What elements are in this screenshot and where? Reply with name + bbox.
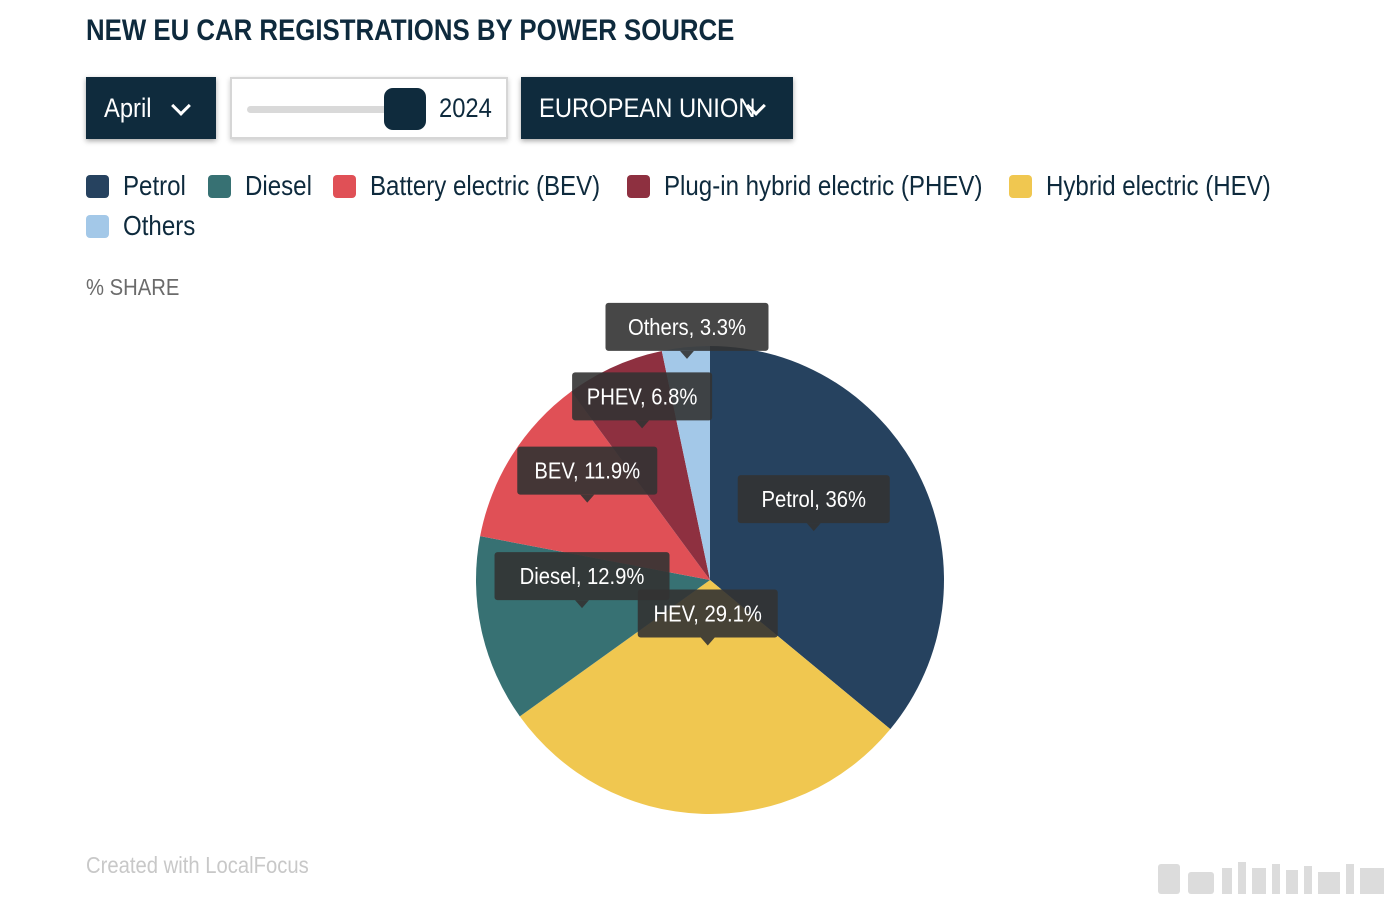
- data-label-phev: PHEV, 6.8%: [572, 372, 713, 429]
- legend-swatch: [627, 174, 650, 198]
- data-label-pointer: [580, 494, 595, 503]
- legend-swatch: [333, 174, 356, 198]
- data-label-diesel: Diesel, 12.9%: [494, 552, 670, 609]
- data-label-others: Others, 3.3%: [605, 302, 769, 359]
- unit-label: % SHARE: [86, 274, 180, 300]
- data-label-text: PHEV, 6.8%: [587, 383, 698, 410]
- data-label-box: [637, 589, 778, 638]
- localfocus-logo-icon: [1158, 862, 1384, 894]
- legend-label: Petrol: [123, 170, 186, 201]
- region-dropdown[interactable]: EUROPEAN UNION: [521, 77, 793, 139]
- year-slider[interactable]: 2024: [230, 77, 508, 139]
- data-label-text: Diesel, 12.9%: [520, 563, 645, 590]
- data-label-pointer: [635, 420, 650, 429]
- legend-label: Diesel: [245, 170, 312, 201]
- year-slider-thumb[interactable]: [384, 88, 426, 130]
- legend-swatch: [1009, 174, 1032, 198]
- legend-swatch: [86, 174, 109, 198]
- chart-title: NEW EU CAR REGISTRATIONS BY POWER SOURCE: [86, 14, 735, 47]
- data-label-box: [605, 302, 769, 351]
- credit-text: Created with LocalFocus: [86, 852, 309, 878]
- data-label-text: HEV, 29.1%: [654, 600, 762, 627]
- region-dropdown-label: EUROPEAN UNION: [539, 92, 756, 123]
- year-value: 2024: [439, 93, 492, 123]
- data-label-pointer: [679, 350, 694, 359]
- pie-slice-petrol[interactable]: [710, 346, 945, 730]
- legend-label: Hybrid electric (HEV): [1046, 170, 1271, 201]
- data-label-text: Others, 3.3%: [628, 314, 746, 341]
- data-label-pointer: [700, 637, 715, 646]
- data-label-bev: BEV, 11.9%: [517, 446, 658, 503]
- legend-label: Battery electric (BEV): [370, 170, 601, 201]
- data-label-box: [517, 446, 658, 495]
- month-dropdown[interactable]: April: [86, 77, 216, 139]
- legend-item-phev[interactable]: Plug-in hybrid electric (PHEV): [627, 170, 1034, 202]
- data-label-pointer: [575, 600, 590, 609]
- legend-label: Plug-in hybrid electric (PHEV): [664, 170, 983, 201]
- legend-label: Others: [123, 210, 196, 241]
- data-label-box: [494, 552, 670, 601]
- legend-swatch: [208, 174, 231, 198]
- data-label-pointer: [806, 523, 821, 532]
- legend-item-hev[interactable]: Hybrid electric (HEV): [1009, 170, 1307, 202]
- legend-item-bev[interactable]: Battery electric (BEV): [333, 170, 638, 202]
- data-label-petrol: Petrol, 36%: [737, 475, 890, 532]
- data-label-box: [572, 372, 713, 421]
- legend-swatch: [86, 214, 109, 238]
- year-slider-track[interactable]: [247, 106, 407, 113]
- month-dropdown-label: April: [104, 92, 152, 123]
- legend-item-others[interactable]: Others: [86, 210, 207, 242]
- pie-slice-hev[interactable]: [519, 580, 891, 814]
- data-label-text: BEV, 11.9%: [534, 457, 640, 484]
- data-label-box: [737, 475, 890, 524]
- data-label-text: Petrol, 36%: [761, 486, 866, 513]
- legend-item-petrol[interactable]: Petrol: [86, 170, 196, 202]
- data-label-hev: HEV, 29.1%: [637, 589, 778, 646]
- legend-item-diesel[interactable]: Diesel: [208, 170, 323, 202]
